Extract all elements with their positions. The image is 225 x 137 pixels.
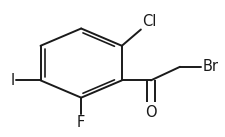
Text: Cl: Cl xyxy=(142,14,156,29)
Text: O: O xyxy=(145,105,157,120)
Text: F: F xyxy=(77,115,85,130)
Text: Br: Br xyxy=(202,59,218,74)
Text: I: I xyxy=(11,73,15,88)
